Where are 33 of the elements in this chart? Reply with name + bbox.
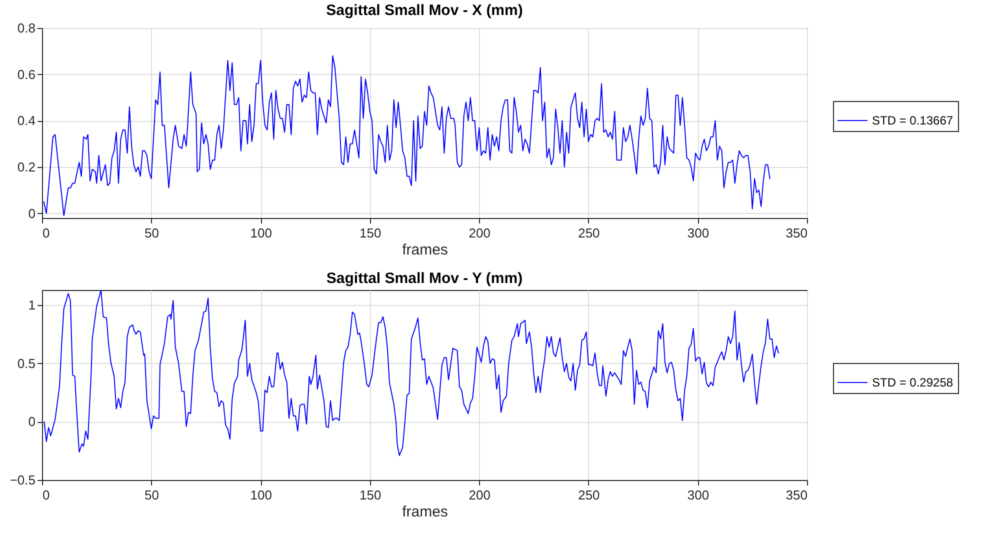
x-tick-label: 200 bbox=[468, 226, 490, 240]
x-axis-title: frames bbox=[402, 504, 448, 520]
x-tick-label: 0 bbox=[42, 226, 50, 240]
x-tick-label: 350 bbox=[786, 488, 808, 502]
y-tick-label: 0.2 bbox=[17, 160, 36, 175]
y-tick-label: 0.5 bbox=[17, 356, 36, 371]
x-tick-label: 250 bbox=[578, 488, 600, 502]
x-tick-label: 350 bbox=[786, 226, 808, 240]
legend-label: STD = 0.29258 bbox=[872, 376, 954, 390]
line-series bbox=[44, 290, 780, 456]
x-axis-title: frames bbox=[402, 242, 448, 258]
x-tick-label: 300 bbox=[687, 488, 710, 502]
line-series bbox=[43, 55, 770, 216]
y-tick-label: 0 bbox=[28, 414, 36, 430]
y-tick-label: 0.4 bbox=[17, 113, 36, 128]
x-tick-label: 0 bbox=[42, 488, 50, 502]
y-tick-label: 0.8 bbox=[17, 20, 36, 36]
x-tick-label: 150 bbox=[360, 488, 382, 502]
x-tick-label: 300 bbox=[687, 226, 710, 240]
y-tick-label: −0.5 bbox=[10, 472, 36, 488]
x-tick-label: 100 bbox=[250, 488, 272, 502]
chart-title: Sagittal Small Mov - Y (mm) bbox=[326, 270, 523, 287]
legend-label: STD = 0.13667 bbox=[872, 114, 954, 128]
chart-title: Sagittal Small Mov - X (mm) bbox=[326, 2, 523, 19]
y-tick-label: 0.6 bbox=[17, 66, 36, 82]
x-tick-label: 50 bbox=[144, 226, 160, 240]
x-tick-label: 50 bbox=[144, 488, 160, 502]
y-tick-label: 0 bbox=[28, 206, 36, 221]
x-tick-label: 250 bbox=[578, 226, 600, 240]
x-tick-label: 100 bbox=[250, 226, 272, 240]
y-tick-label: 1 bbox=[28, 298, 36, 313]
x-tick-label: 150 bbox=[360, 226, 382, 240]
x-tick-label: 200 bbox=[468, 488, 490, 502]
